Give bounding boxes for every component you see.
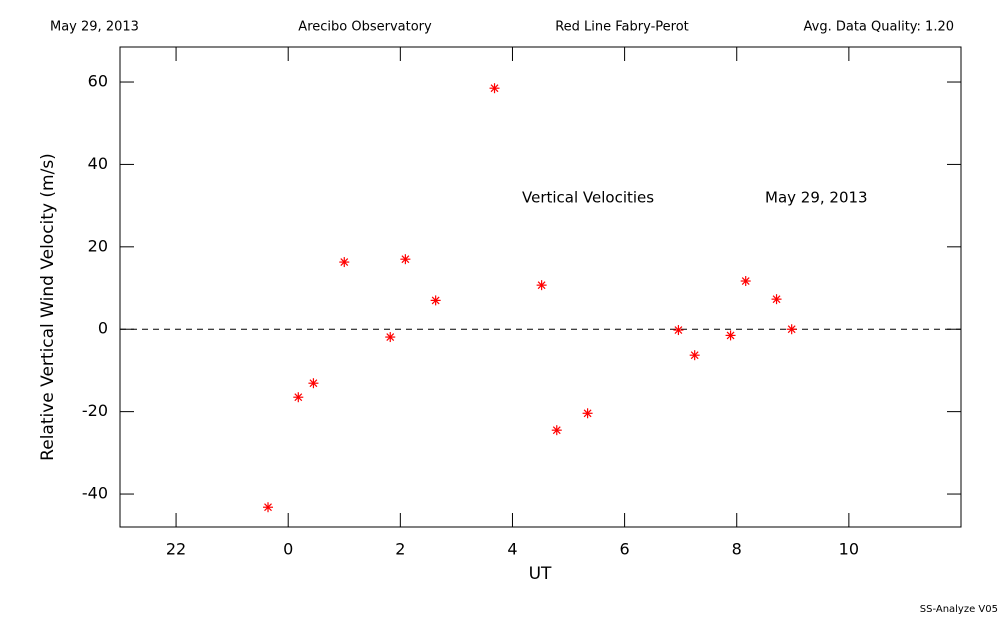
point [582, 408, 593, 419]
point-stroke [431, 296, 440, 305]
point-stroke [490, 84, 499, 93]
point [551, 425, 562, 436]
header-instrument: Red Line Fabry-Perot [555, 20, 689, 35]
point-stroke [340, 258, 349, 266]
x-axis-label: UT [529, 564, 552, 584]
point-stroke [386, 333, 395, 341]
point [536, 280, 547, 291]
footer: SS-Analyze V05 [920, 604, 998, 615]
point [308, 378, 319, 389]
header-quality: Avg. Data Quality: 1.20 [804, 20, 954, 35]
x-tick-label: 0 [283, 540, 293, 559]
point [293, 392, 304, 403]
point [771, 294, 782, 305]
point-stroke [690, 351, 699, 360]
point [725, 330, 736, 341]
x-tick-label: 6 [620, 540, 630, 559]
point-stroke [264, 503, 272, 512]
header-date: May 29, 2013 [50, 20, 139, 35]
point [673, 325, 684, 336]
point [430, 295, 441, 306]
point-stroke [726, 331, 735, 340]
x-tick-label: 4 [507, 540, 517, 559]
point-stroke [787, 325, 796, 334]
point-stroke [537, 281, 546, 290]
y-tick-label: -40 [82, 484, 108, 503]
x-tick-label: 8 [732, 540, 742, 559]
point [385, 332, 396, 343]
x-tick-label: 10 [839, 540, 859, 559]
header-site: Arecibo Observatory [298, 20, 432, 35]
annotation: Vertical Velocities [522, 189, 654, 207]
point-stroke [401, 255, 410, 264]
y-tick-label: -20 [82, 401, 108, 420]
y-tick-label: 0 [98, 319, 108, 338]
point [786, 324, 797, 335]
point [740, 276, 751, 287]
point-stroke [583, 409, 592, 418]
point [489, 83, 500, 94]
point-stroke [552, 426, 561, 435]
point [263, 502, 274, 513]
point-stroke [309, 379, 318, 388]
point-stroke [674, 326, 683, 334]
y-axis-label: Relative Vertical Wind Velocity (m/s) [38, 153, 58, 461]
point [400, 254, 411, 265]
plot-frame [119, 46, 962, 528]
y-tick-label: 20 [88, 236, 108, 255]
y-tick-label: 40 [88, 154, 108, 173]
x-tick-label: 2 [395, 540, 405, 559]
point [339, 257, 350, 268]
point-stroke [294, 393, 303, 402]
x-tick-label: 22 [166, 540, 186, 559]
y-tick-label: 60 [88, 72, 108, 91]
point-stroke [741, 277, 750, 285]
annotation: May 29, 2013 [765, 189, 868, 207]
point-stroke [772, 295, 781, 304]
point [689, 350, 700, 361]
